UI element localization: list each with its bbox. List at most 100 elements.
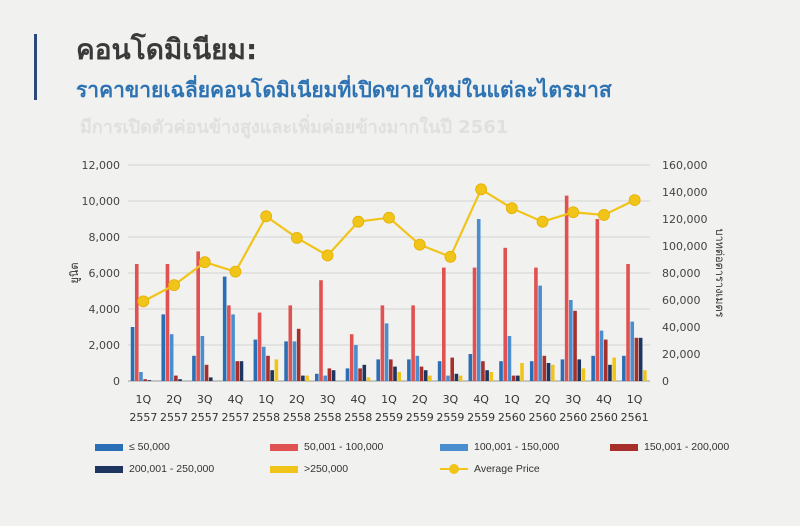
bar-0: [253, 339, 258, 381]
x-tick-year: 2559: [375, 411, 403, 424]
legend-label-5: >250,000: [304, 463, 349, 475]
bar-4: [638, 337, 643, 381]
x-tick-quarter: 2Q: [535, 393, 551, 406]
x-tick-year: 2561: [621, 411, 649, 424]
bar-3: [327, 368, 332, 381]
x-tick-quarter: 3Q: [320, 393, 336, 406]
line-point: [505, 202, 518, 215]
bar-4: [546, 363, 551, 381]
bar-0: [345, 368, 350, 381]
line-point: [352, 215, 365, 228]
bar-1: [411, 305, 415, 381]
line-point: [383, 211, 395, 224]
bar-0: [161, 314, 166, 381]
bar-0: [314, 373, 319, 381]
x-tick-year: 2557: [160, 411, 188, 424]
bar-0: [284, 341, 288, 381]
bar-1: [134, 264, 139, 381]
bar-2: [599, 330, 604, 381]
line-point: [168, 279, 180, 292]
bar-3: [481, 361, 485, 381]
legend-label-4: 200,001 - 250,000: [129, 463, 215, 475]
bar-4: [270, 370, 274, 381]
bar-4: [208, 377, 213, 381]
x-tick-year: 2557: [129, 411, 157, 424]
bar-2: [169, 334, 174, 381]
legend-item-4: 200,001 - 250,000: [95, 463, 214, 475]
bar-3: [143, 379, 147, 381]
line-point: [290, 231, 303, 244]
y-right-tick-label: 100,000: [662, 240, 708, 253]
bar-4: [516, 375, 520, 381]
bar-0: [222, 276, 227, 381]
y-right-tick-label: 140,000: [662, 186, 708, 199]
x-tick-quarter: 1Q: [381, 393, 397, 406]
x-tick-quarter: 1Q: [504, 393, 520, 406]
y-left-tick-label: 12,000: [82, 159, 121, 172]
bar-4: [178, 379, 182, 381]
bar-5: [274, 359, 279, 381]
x-tick-year: 2559: [467, 411, 495, 424]
bar-3: [235, 361, 240, 381]
line-point: [198, 256, 211, 269]
x-tick-quarter: 3Q: [443, 393, 459, 406]
legend-label-line: Average Price: [474, 463, 540, 475]
line-average-price: [142, 187, 636, 303]
bar-1: [564, 195, 569, 381]
x-tick-quarter: 1Q: [258, 393, 274, 406]
y-left-axis-label: ยูนิต: [68, 262, 81, 283]
y-right-tick-label: 40,000: [662, 321, 701, 334]
line-point: [628, 194, 641, 207]
bar-1: [257, 312, 262, 381]
x-tick-year: 2559: [406, 411, 434, 424]
x-tick-year: 2560: [529, 411, 557, 424]
bar-3: [511, 375, 516, 381]
bar-2: [292, 341, 297, 381]
x-tick-quarter: 1Q: [627, 393, 643, 406]
bar-5: [643, 370, 647, 381]
legend-swatch-4: [95, 465, 123, 473]
bar-2: [261, 346, 266, 381]
legend-swatch-1: [270, 443, 298, 451]
x-tick-year: 2558: [314, 411, 342, 424]
bar-0: [560, 359, 565, 381]
y-left-tick-label: 10,000: [82, 195, 121, 208]
y-right-tick-label: 60,000: [662, 294, 701, 307]
x-tick-year: 2558: [252, 411, 280, 424]
bar-4: [393, 366, 397, 381]
legend-swatch-2: [440, 443, 468, 451]
bar-4: [362, 364, 367, 381]
bar-2: [354, 345, 358, 381]
bar-3: [542, 355, 547, 381]
bar-0: [437, 361, 442, 381]
bar-1: [196, 251, 200, 381]
y-right-axis-label: บาทต่อตารางเมตร: [713, 229, 726, 318]
x-tick-quarter: 4Q: [596, 393, 612, 406]
bar-5: [305, 375, 309, 381]
bar-1: [534, 267, 538, 381]
bar-1: [319, 280, 323, 381]
x-tick-year: 2560: [498, 411, 526, 424]
bar-3: [358, 368, 362, 381]
bar-0: [376, 359, 380, 381]
x-tick-year: 2560: [590, 411, 618, 424]
legend-label-0: ≤ 50,000: [129, 441, 170, 453]
bar-3: [450, 357, 455, 381]
x-tick-quarter: 2Q: [166, 393, 182, 406]
bar-4: [147, 380, 152, 381]
bar-5: [550, 364, 555, 381]
bar-2: [538, 285, 542, 381]
line-point: [444, 250, 457, 263]
line-point: [321, 249, 334, 262]
bar-1: [380, 305, 385, 381]
bar-1: [288, 305, 293, 381]
legend-line-dot: [449, 464, 459, 474]
bar-1: [503, 247, 508, 381]
x-tick-quarter: 2Q: [412, 393, 428, 406]
bar-0: [591, 355, 595, 381]
bar-5: [458, 375, 463, 381]
bar-1: [626, 264, 630, 381]
bar-2: [415, 355, 420, 381]
bar-0: [130, 327, 135, 381]
y-right-tick-label: 0: [662, 375, 669, 388]
